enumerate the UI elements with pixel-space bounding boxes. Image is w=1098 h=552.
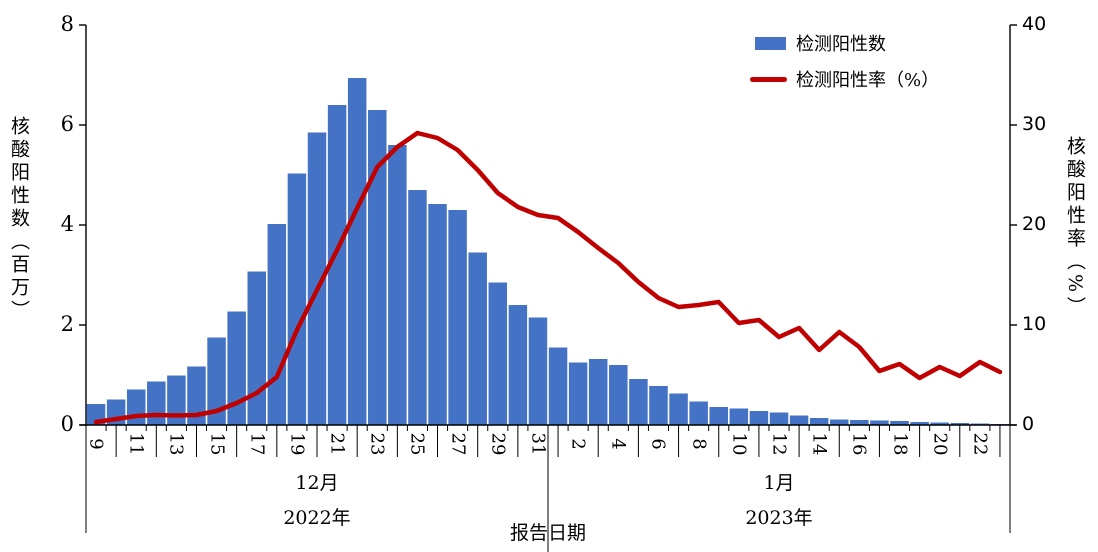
right-axis-tick-label: 40 bbox=[1022, 13, 1047, 35]
bar-1 bbox=[548, 347, 568, 425]
bar-11 bbox=[126, 389, 146, 425]
bar-30 bbox=[508, 305, 528, 425]
x-axis-tick-label: 20 bbox=[929, 432, 951, 456]
legend: 检测阳性数 检测阳性率（%） bbox=[750, 30, 939, 102]
legend-label: 检测阳性数 bbox=[796, 34, 886, 55]
bar-15 bbox=[830, 419, 849, 425]
bar-6 bbox=[649, 386, 668, 425]
x-axis-tick-label: 4 bbox=[607, 438, 629, 450]
bar-20 bbox=[930, 422, 949, 425]
x-axis-tick-label: 6 bbox=[647, 438, 669, 450]
bar-23 bbox=[368, 110, 387, 425]
bar-16 bbox=[227, 311, 246, 425]
x-axis-tick-label: 13 bbox=[165, 432, 187, 456]
bar-17 bbox=[247, 271, 266, 425]
line-swatch-icon bbox=[750, 76, 787, 82]
bar-31 bbox=[528, 317, 548, 425]
x-axis-tick-label: 27 bbox=[447, 432, 469, 456]
right-axis-tick-label: 30 bbox=[1022, 113, 1047, 135]
bar-26 bbox=[428, 204, 447, 425]
x-axis-tick-label: 9 bbox=[85, 438, 107, 450]
x-axis-tick-label: 21 bbox=[326, 432, 348, 456]
bar-12 bbox=[147, 381, 166, 425]
bar-19 bbox=[910, 422, 929, 425]
left-axis-tick-label: 8 bbox=[60, 12, 74, 36]
bar-2 bbox=[568, 362, 588, 425]
x-axis-tick-label: 19 bbox=[286, 432, 308, 456]
positive-rate-line bbox=[93, 130, 1003, 425]
bar-16 bbox=[850, 420, 869, 425]
left-axis-title: 核酸阳性数（百万） bbox=[8, 116, 30, 323]
right-axis-title: 核酸阳性率（%） bbox=[1064, 136, 1086, 320]
bar-28 bbox=[468, 252, 487, 425]
bar-29 bbox=[488, 282, 508, 425]
x-axis-title: 报告日期 bbox=[509, 522, 587, 544]
bar-14 bbox=[187, 366, 206, 425]
bar-22 bbox=[347, 78, 367, 425]
bar-8 bbox=[689, 401, 708, 425]
bar-15 bbox=[207, 337, 226, 425]
x-axis-tick-label: 15 bbox=[206, 432, 228, 456]
bar-19 bbox=[287, 173, 307, 425]
left-axis-tick-label: 4 bbox=[60, 212, 74, 236]
legend-label: 检测阳性率（%） bbox=[796, 70, 940, 91]
bar-7 bbox=[669, 393, 688, 425]
x-axis-tick-label: 25 bbox=[406, 432, 428, 456]
bar-3 bbox=[588, 359, 608, 425]
x-axis-tick-label: 11 bbox=[125, 432, 147, 456]
x-axis-tick-label: 8 bbox=[688, 438, 710, 450]
left-axis-tick-label: 2 bbox=[60, 312, 74, 336]
bar-20 bbox=[307, 132, 327, 425]
right-axis-tick-label: 20 bbox=[1022, 213, 1047, 235]
x-axis-tick-label: 23 bbox=[366, 432, 388, 456]
bar-swatch-icon bbox=[755, 36, 786, 50]
bar-12 bbox=[769, 412, 789, 425]
bar-9 bbox=[709, 407, 728, 425]
x-axis-tick-label: 16 bbox=[848, 432, 870, 456]
year-label: 2022年 bbox=[283, 507, 351, 529]
bar-21 bbox=[327, 105, 347, 425]
month-label: 1月 bbox=[763, 472, 795, 494]
bar-13 bbox=[789, 415, 809, 425]
x-axis-tick-label: 12 bbox=[768, 432, 790, 456]
legend-item-positive-rate: 检测阳性率（%） bbox=[750, 66, 939, 92]
bar-10 bbox=[729, 408, 749, 425]
bar-5 bbox=[629, 379, 648, 425]
bar-18 bbox=[890, 421, 909, 425]
bar-18 bbox=[267, 224, 287, 425]
x-axis-tick-label: 22 bbox=[969, 432, 991, 456]
x-axis-tick-label: 10 bbox=[728, 432, 750, 456]
x-axis-tick-label: 31 bbox=[527, 432, 549, 456]
bar-11 bbox=[749, 411, 769, 425]
x-axis-tick-label: 18 bbox=[889, 432, 911, 456]
left-axis-tick-label: 0 bbox=[60, 412, 74, 436]
bar-27 bbox=[448, 210, 467, 425]
legend-item-positive-count: 检测阳性数 bbox=[750, 30, 939, 56]
bar-25 bbox=[408, 190, 427, 425]
right-axis-tick-label: 0 bbox=[1022, 413, 1035, 435]
bar-4 bbox=[609, 365, 628, 425]
bar-13 bbox=[167, 375, 186, 425]
year-label: 2023年 bbox=[745, 507, 813, 529]
x-axis-tick-label: 14 bbox=[808, 432, 830, 456]
bar-24 bbox=[388, 145, 407, 425]
bar-17 bbox=[870, 420, 889, 425]
right-axis-tick-label: 10 bbox=[1022, 313, 1047, 335]
bar-21 bbox=[950, 423, 970, 425]
x-axis-tick-label: 17 bbox=[246, 432, 268, 456]
month-label: 12月 bbox=[295, 472, 339, 494]
left-axis-tick-label: 6 bbox=[60, 112, 74, 136]
x-axis-tick-label: 2 bbox=[567, 438, 589, 450]
bar-14 bbox=[809, 418, 829, 425]
x-axis-tick-label: 29 bbox=[487, 432, 509, 456]
